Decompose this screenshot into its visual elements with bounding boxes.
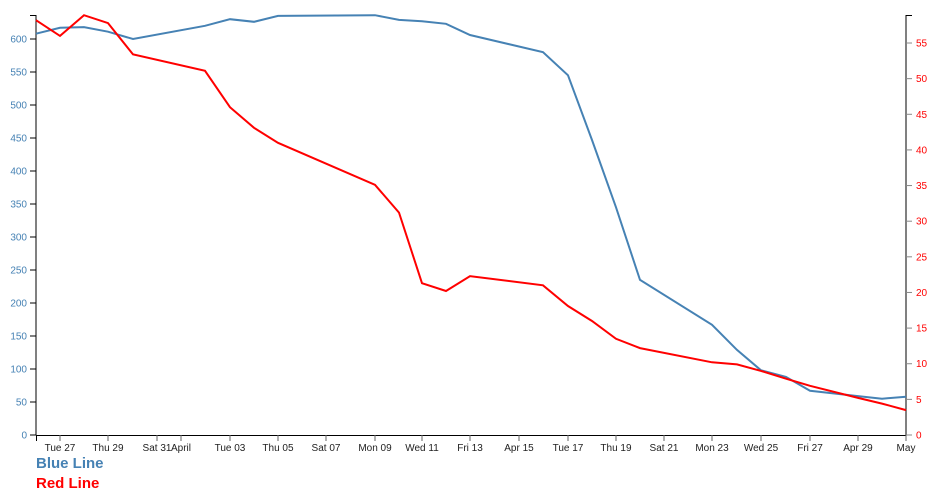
right-y-axis: 0 5 10 15 20 25 30 35 40 45 50 55 (905, 15, 928, 442)
right-tick-label: 20 (916, 288, 928, 299)
x-tick-label: May (897, 443, 916, 454)
x-tick-label: Tue 03 (215, 443, 246, 454)
x-tick-label: Tue 17 (553, 443, 584, 454)
right-tick-label: 30 (916, 217, 928, 228)
legend-red-line: Red Line (36, 475, 100, 492)
x-tick-label: Fri 27 (797, 443, 823, 454)
x-tick-label: Apr 29 (843, 443, 873, 454)
right-tick-label: 40 (916, 145, 928, 156)
left-tick-label: 550 (10, 68, 27, 79)
x-tick-label: Fri 13 (457, 443, 483, 454)
x-tick-label: Sat 21 (650, 443, 679, 454)
left-tick-label: 350 (10, 200, 27, 211)
x-tick-label: Wed 11 (405, 443, 439, 454)
right-tick-label: 25 (916, 252, 928, 263)
left-tick-label: 100 (10, 365, 27, 376)
right-tick-label: 15 (916, 324, 928, 335)
x-tick-label: Thu 05 (262, 443, 294, 454)
left-tick-label: 500 (10, 101, 27, 112)
right-tick-label: 55 (916, 39, 928, 50)
right-tick-label: 5 (916, 395, 922, 406)
left-y-axis: 0 50 100 150 200 250 300 350 400 450 500 550 600 (10, 15, 37, 442)
x-tick-label: Apr 15 (504, 443, 534, 454)
x-tick-label: Thu 29 (92, 443, 124, 454)
x-tick-label: Mon 23 (695, 443, 729, 454)
right-tick-label: 50 (916, 74, 928, 85)
left-tick-label: 400 (10, 167, 27, 178)
x-tick-label: Sat 07 (312, 443, 341, 454)
red-line-series (35, 14, 907, 412)
left-tick-label: 50 (16, 398, 28, 409)
x-tick-label: Wed 25 (744, 443, 779, 454)
right-tick-label: 35 (916, 181, 928, 192)
blue-line-series (35, 14, 907, 400)
left-tick-label: 300 (10, 233, 27, 244)
x-tick-label: Mon 09 (358, 443, 392, 454)
legend-blue-line: Blue Line (36, 455, 104, 472)
right-tick-label: 45 (916, 110, 928, 121)
left-tick-label: 150 (10, 332, 27, 343)
left-tick-label: 0 (21, 431, 27, 442)
left-tick-label: 450 (10, 134, 27, 145)
right-tick-label: 0 (916, 431, 922, 442)
left-tick-label: 600 (10, 35, 27, 46)
right-tick-label: 10 (916, 359, 928, 370)
left-tick-label: 200 (10, 299, 27, 310)
x-tick-label: Tue 27 (45, 443, 76, 454)
x-axis: Tue 27 Thu 29 Sat 31 April Tue 03 Thu 05 Sat 0… (36, 435, 915, 454)
x-tick-label: Sat 31 (143, 443, 172, 454)
x-tick-label: April (171, 443, 191, 454)
left-tick-label: 250 (10, 266, 27, 277)
x-tick-label: Thu 19 (600, 443, 632, 454)
